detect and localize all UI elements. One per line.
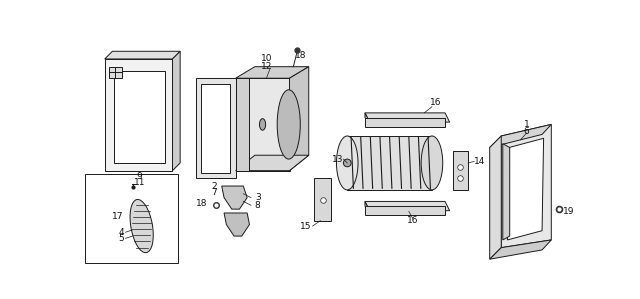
Polygon shape xyxy=(365,202,450,211)
Text: 17: 17 xyxy=(113,212,124,221)
Polygon shape xyxy=(490,124,551,147)
Ellipse shape xyxy=(259,119,266,130)
Text: 19: 19 xyxy=(563,207,574,216)
Polygon shape xyxy=(224,213,250,236)
Text: 8: 8 xyxy=(255,201,260,210)
Text: 18: 18 xyxy=(295,51,307,60)
Polygon shape xyxy=(236,155,308,171)
Text: 16: 16 xyxy=(407,216,419,225)
Polygon shape xyxy=(114,71,164,163)
Text: 5: 5 xyxy=(118,234,124,243)
Text: 1: 1 xyxy=(524,120,529,129)
Text: 3: 3 xyxy=(255,193,260,202)
Text: 4: 4 xyxy=(118,228,124,237)
Polygon shape xyxy=(221,186,247,209)
Text: 9: 9 xyxy=(136,172,142,181)
Polygon shape xyxy=(508,138,543,240)
Polygon shape xyxy=(503,144,509,240)
Bar xyxy=(86,175,178,263)
Polygon shape xyxy=(365,113,450,122)
Polygon shape xyxy=(501,124,551,248)
Polygon shape xyxy=(196,78,236,178)
Text: 2: 2 xyxy=(211,181,217,190)
Polygon shape xyxy=(236,78,289,171)
Polygon shape xyxy=(105,51,180,59)
Polygon shape xyxy=(365,113,369,127)
Polygon shape xyxy=(105,59,172,171)
Polygon shape xyxy=(365,202,369,215)
Polygon shape xyxy=(236,78,250,171)
Polygon shape xyxy=(490,240,551,259)
Polygon shape xyxy=(490,136,501,259)
Polygon shape xyxy=(365,206,445,215)
Bar xyxy=(452,151,468,190)
Text: 12: 12 xyxy=(260,62,272,71)
Ellipse shape xyxy=(344,159,351,167)
Polygon shape xyxy=(236,67,308,78)
Text: 15: 15 xyxy=(300,222,311,231)
Ellipse shape xyxy=(421,136,443,190)
Text: 7: 7 xyxy=(211,188,217,197)
Ellipse shape xyxy=(277,90,300,159)
Polygon shape xyxy=(172,51,180,171)
Polygon shape xyxy=(109,67,122,78)
Ellipse shape xyxy=(337,136,358,190)
Polygon shape xyxy=(289,67,308,171)
Text: 6: 6 xyxy=(524,127,529,136)
Polygon shape xyxy=(365,118,445,127)
Text: 13: 13 xyxy=(332,155,344,164)
Text: 16: 16 xyxy=(430,98,442,107)
Bar xyxy=(314,178,331,221)
Text: 10: 10 xyxy=(260,54,272,63)
Polygon shape xyxy=(201,84,230,173)
Text: 18: 18 xyxy=(196,199,207,208)
Ellipse shape xyxy=(130,199,153,253)
Bar xyxy=(348,136,432,190)
Text: 11: 11 xyxy=(134,179,145,187)
Text: 14: 14 xyxy=(474,157,486,166)
